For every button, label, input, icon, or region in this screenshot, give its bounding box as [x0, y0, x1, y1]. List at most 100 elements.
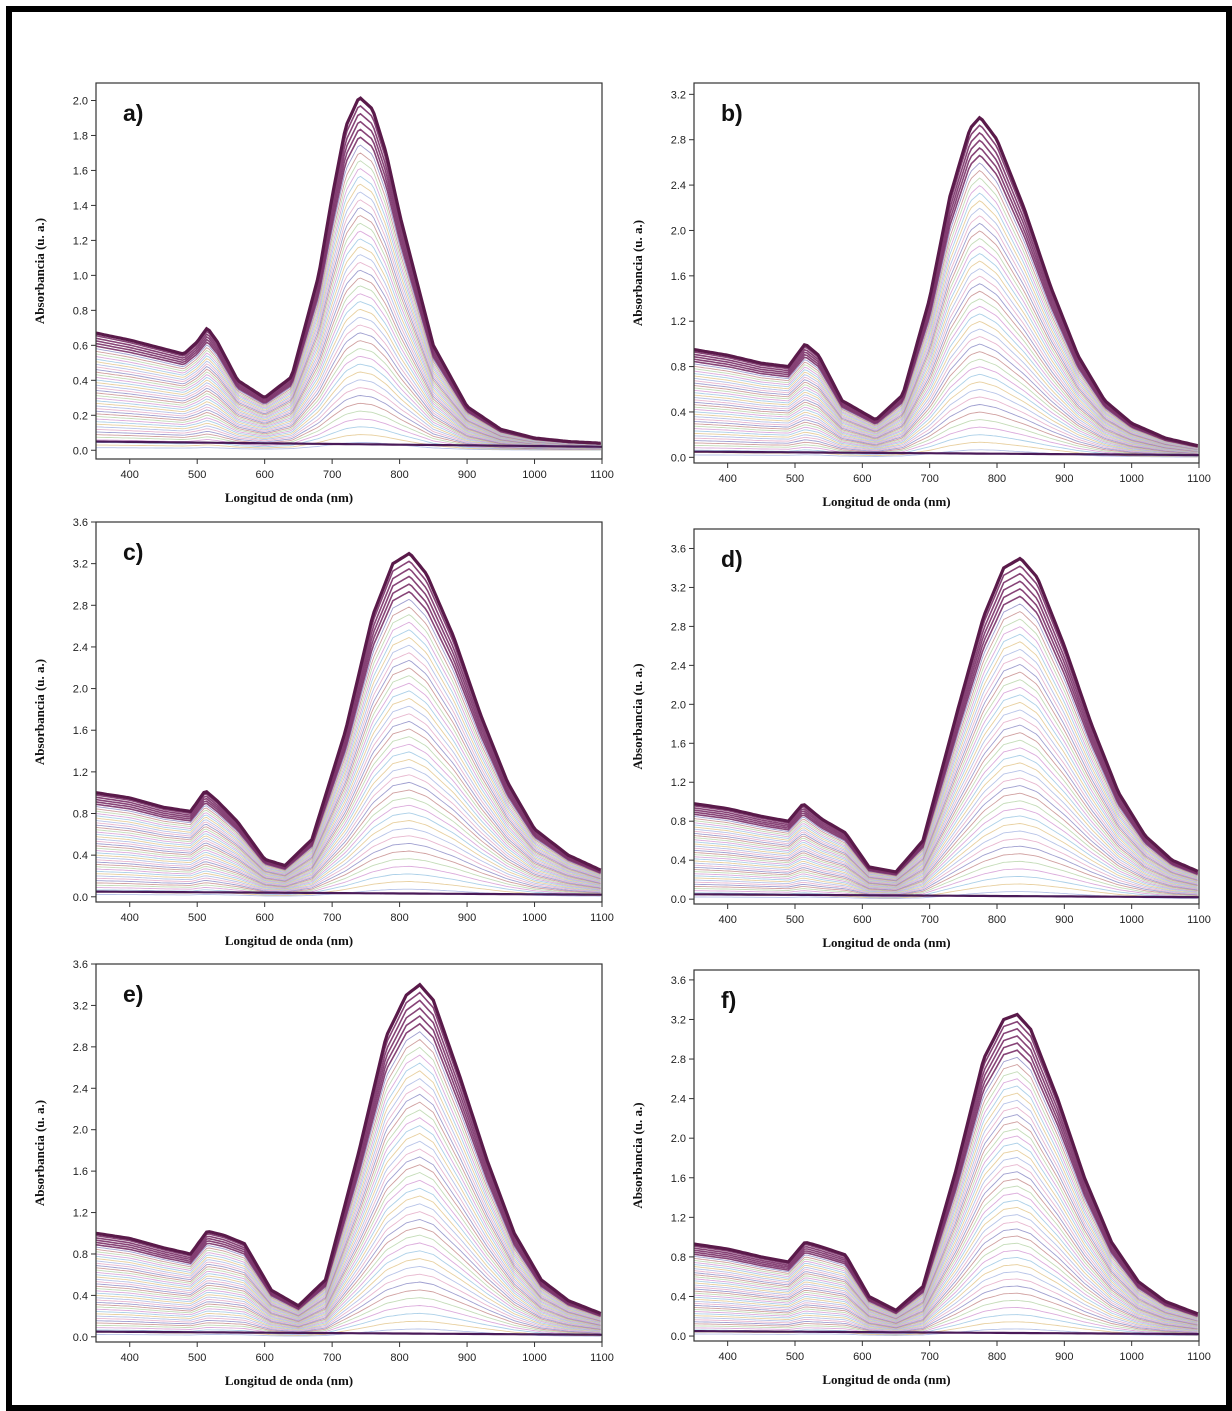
x-tick-label: 500: [188, 469, 206, 481]
panel-a: 400 500 600 700 800 900 1000 1100 0.0 0.2 0.4 0.6 0.…: [32, 82, 614, 505]
x-tick-label: 700: [920, 473, 938, 485]
spectrum-series-40: [96, 136, 601, 445]
x-tick-label: 700: [920, 914, 938, 926]
spectrum-series-37: [694, 618, 1198, 878]
spectrum-series-35: [694, 192, 1198, 449]
y-tick-label: 2.8: [73, 600, 88, 612]
panel-c: 400 500 600 700 800 900 1000 1100 0.0 0.4 0.8 1.2 1.…: [32, 517, 614, 948]
y-tick-label: 3.6: [73, 517, 88, 529]
y-axis-title: Absorbancia (u. a.): [630, 220, 645, 326]
x-tick-label: 600: [853, 1351, 871, 1363]
x-tick-label: 500: [786, 914, 804, 926]
spectrum-series-27: [96, 690, 601, 882]
spectrum-series-17: [694, 328, 1198, 454]
x-tick-label: 900: [458, 912, 476, 924]
baseline-series: [694, 1330, 1199, 1336]
plot-frame: [693, 528, 1200, 905]
x-tick-label: 1100: [590, 912, 614, 924]
spectrum-series-5: [694, 1299, 1198, 1335]
y-tick-label: 3.6: [671, 543, 686, 555]
y-tick-label: 0.0: [73, 1332, 88, 1344]
spectrum-series-34: [694, 1092, 1198, 1320]
spectrum-series-42: [694, 139, 1198, 448]
spectrum-series-40: [694, 1049, 1198, 1317]
x-tick-label: 500: [188, 912, 206, 924]
spectrum-series-10: [96, 1258, 601, 1333]
spectrum-series-34: [694, 200, 1198, 449]
spectrum-series-33: [96, 1078, 601, 1321]
spectrum-series-15: [694, 785, 1198, 891]
spectrum-series-8: [96, 1273, 601, 1334]
x-tick-label: 1000: [1119, 473, 1143, 485]
spectrum-series-22: [694, 732, 1198, 887]
spectrum-series-27: [694, 1142, 1198, 1324]
x-tick-label: 800: [988, 914, 1006, 926]
spectrum-series-28: [96, 1117, 601, 1323]
spectrum-series-18: [694, 1206, 1198, 1328]
spectrum-series-45: [96, 96, 601, 445]
spectrum-series-17: [694, 770, 1198, 890]
spectrum-series-25: [694, 709, 1198, 885]
spectrum-series-38: [694, 1063, 1198, 1318]
x-tick-label: 1000: [522, 912, 546, 924]
spectrum-series-31: [694, 1114, 1198, 1322]
spectrum-series-6: [96, 1289, 601, 1335]
plot-frame: [95, 521, 603, 903]
spectrum-series-17: [694, 1214, 1198, 1329]
plot-frame: [95, 82, 603, 460]
x-tick-label: 800: [390, 912, 408, 924]
spectra-group: [96, 982, 602, 1337]
spectrum-series-7: [96, 842, 601, 894]
spectrum-series-19: [96, 751, 601, 886]
x-tick-label: 800: [390, 469, 408, 481]
spectrum-series-41: [694, 587, 1198, 876]
y-tick-label: 0.4: [73, 375, 88, 387]
x-tick-label: 1000: [522, 469, 546, 481]
y-tick-label: 1.6: [73, 725, 88, 737]
y-tick-label: 1.6: [73, 165, 88, 177]
spectrum-series-11: [694, 815, 1198, 893]
spectrum-series-12: [694, 1249, 1198, 1331]
y-tick-label: 2.4: [73, 1083, 88, 1095]
spectrum-series-11: [96, 812, 601, 891]
spectrum-series-26: [96, 246, 601, 447]
x-tick-label: 800: [390, 1352, 408, 1364]
spectrum-series-27: [96, 1125, 601, 1324]
spectrum-series-24: [96, 262, 601, 447]
y-tick-label: 0.4: [671, 407, 686, 419]
spectrum-series-4: [96, 865, 601, 895]
y-axis-title: Absorbancia (u. a.): [32, 1100, 47, 1206]
spectrum-series-5: [96, 1297, 601, 1335]
spectrum-series-22: [96, 728, 601, 885]
spectrum-series-31: [694, 222, 1198, 450]
spectrum-series-39: [694, 603, 1198, 876]
x-tick-label: 900: [458, 469, 476, 481]
panel-label: f): [721, 987, 736, 1013]
y-tick-label: 0.4: [73, 1290, 88, 1302]
spectrum-series-18: [694, 321, 1198, 454]
spectrum-series-40: [96, 1022, 601, 1317]
spectrum-series-39: [96, 1031, 601, 1318]
spectrum-series-23: [96, 1156, 601, 1326]
y-tick-label: 0.4: [671, 1291, 686, 1303]
spectrum-series-9: [694, 388, 1198, 456]
spectrum-series-14: [96, 789, 601, 889]
spectrum-series-30: [96, 667, 601, 880]
spectrum-series-20: [96, 1179, 601, 1327]
spectrum-series-24: [694, 275, 1198, 452]
spectrum-series-4: [96, 1305, 601, 1336]
y-tick-label: 0.8: [73, 809, 88, 821]
x-tick-label: 800: [988, 1351, 1006, 1363]
spectrum-series-13: [96, 797, 601, 890]
x-tick-label: 600: [255, 1352, 273, 1364]
spectrum-series-35: [694, 633, 1198, 879]
spectrum-series-6: [694, 853, 1198, 896]
spectrum-series-43: [694, 572, 1199, 874]
x-tick-label: 400: [121, 1352, 139, 1364]
y-tick-label: 2.0: [73, 1125, 88, 1137]
spectrum-series-5: [694, 860, 1198, 897]
spectrum-series-16: [694, 1221, 1198, 1329]
spectrum-series-13: [694, 1242, 1198, 1331]
spectrum-series-20: [694, 1192, 1198, 1327]
x-tick-label: 900: [458, 1352, 476, 1364]
